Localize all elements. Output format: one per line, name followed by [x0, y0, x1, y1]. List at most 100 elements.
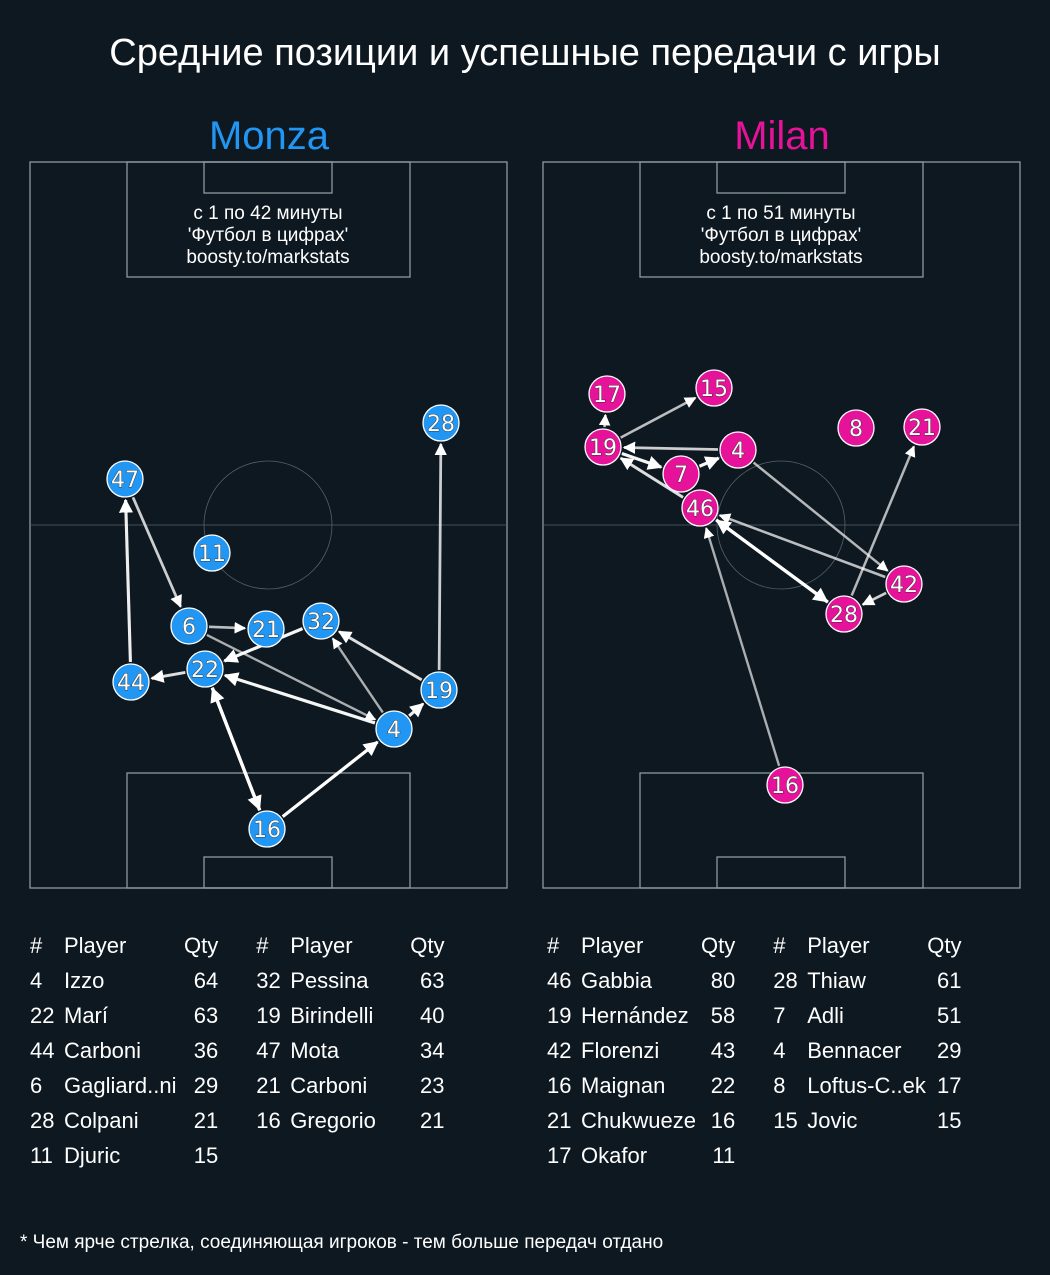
player-circle	[903, 408, 941, 446]
table-row: 6 Gagliard..ni 29 21 Carboni 23	[30, 1068, 444, 1103]
player-circle	[885, 565, 923, 603]
pass-qty: 15	[193, 1142, 219, 1168]
pass-arrow-milan-19-to-7	[621, 452, 663, 470]
player-name: Adli	[807, 1002, 844, 1028]
player-node-milan-21: 21	[903, 408, 941, 446]
pass-arrow-milan-16-to-46	[703, 527, 781, 767]
player-number: 44	[30, 1037, 55, 1063]
player-node-milan-46: 46	[681, 489, 719, 527]
header-player: Player	[290, 932, 353, 958]
player-name: Florenzi	[581, 1037, 660, 1063]
player-circle	[375, 710, 413, 748]
player-number: 22	[30, 1002, 55, 1028]
pass-arrow-milan-42-to-46	[718, 513, 886, 579]
player-circle	[695, 369, 733, 407]
header-num: #	[547, 932, 560, 958]
player-number: 19	[547, 1002, 572, 1028]
table-row: 21 Chukwueze 16 15 Jovic 15	[547, 1103, 961, 1138]
table-row: 28 Colpani 21 16 Gregorio 21	[30, 1103, 444, 1138]
pass-arrow-milan-28-to-46	[715, 519, 829, 604]
player-number-label: 15	[700, 377, 728, 402]
pass-qty: 80	[710, 967, 736, 993]
player-circle	[825, 595, 863, 633]
player-node-monza-4: 4	[375, 710, 413, 748]
header-qty: Qty	[701, 932, 736, 958]
player-node-monza-22: 22	[186, 650, 224, 688]
player-number: 8	[773, 1072, 786, 1098]
player-node-monza-11: 11	[193, 534, 231, 572]
player-number: 17	[547, 1142, 572, 1168]
player-number-label: 44	[117, 671, 145, 696]
player-number: 4	[773, 1037, 786, 1063]
info-line-2-milan: 'Футбол в цифрах'	[701, 225, 861, 246]
table-row: 46 Gabbia 80 28 Thiaw 61	[547, 963, 961, 998]
pass-qty: 34	[419, 1037, 445, 1063]
header-num: #	[256, 932, 269, 958]
player-circle	[662, 455, 700, 493]
player-number-label: 7	[674, 463, 688, 488]
info-line-1-milan: с 1 по 51 минуты	[706, 203, 855, 224]
player-number-label: 19	[589, 436, 617, 461]
player-circle	[106, 460, 144, 498]
passes-layer	[118, 396, 916, 818]
table-row: 16 Maignan 22 8 Loftus-C..ek 17	[547, 1068, 961, 1103]
info-line-3-monza: boosty.to/markstats	[186, 247, 349, 268]
pass-arrow-milan-4-to-42	[752, 461, 889, 572]
player-number: 21	[547, 1107, 572, 1133]
info-line-1-monza: с 1 по 42 минуты	[193, 203, 342, 224]
player-number-label: 4	[731, 439, 745, 464]
player-name: Birindelli	[290, 1002, 374, 1028]
header-qty: Qty	[410, 932, 445, 958]
table-row: 44 Carboni 36 47 Mota 34	[30, 1033, 444, 1068]
pass-arrow-milan-4-to-19	[622, 441, 719, 454]
player-circle	[584, 428, 622, 466]
header-player: Player	[581, 932, 644, 958]
pass-qty: 61	[936, 967, 962, 993]
table-row: 17 Okafor 11	[547, 1138, 961, 1173]
empty-cell	[256, 1138, 290, 1173]
player-node-monza-6: 6	[170, 607, 208, 645]
player-circle	[112, 663, 150, 701]
player-node-monza-47: 47	[106, 460, 144, 498]
pass-qty: 21	[193, 1107, 219, 1133]
player-circle	[302, 602, 340, 640]
player-number: 16	[547, 1072, 572, 1098]
player-circle	[193, 534, 231, 572]
player-number-label: 47	[111, 468, 139, 493]
table-row: 42 Florenzi 43 4 Bennacer 29	[547, 1033, 961, 1068]
header-player: Player	[807, 932, 870, 958]
player-number-label: 42	[890, 573, 918, 598]
player-node-milan-8: 8	[837, 409, 875, 447]
player-node-monza-28: 28	[422, 404, 460, 442]
footnote: * Чем ярче стрелка, соединяющая игроков …	[20, 1232, 664, 1253]
player-number-label: 19	[425, 679, 453, 704]
empty-cell	[927, 1138, 961, 1173]
pass-arrow-monza-4-to-22	[223, 672, 376, 725]
player-number-label: 11	[198, 542, 226, 567]
table-row: 11 Djuric 15	[30, 1138, 444, 1173]
pass-arrow-milan-42-to-28	[861, 591, 887, 606]
player-node-milan-28: 28	[825, 595, 863, 633]
table-row: 22 Marí 63 19 Birindelli 40	[30, 998, 444, 1033]
player-name: Gabbia	[581, 967, 652, 993]
player-number: 42	[547, 1037, 572, 1063]
player-number-label: 28	[427, 412, 455, 437]
player-circle	[422, 404, 460, 442]
header-player: Player	[64, 932, 127, 958]
player-name: Thiaw	[807, 967, 866, 993]
player-number: 6	[30, 1072, 43, 1098]
player-number-label: 32	[307, 610, 335, 635]
player-name: Maignan	[581, 1072, 666, 1098]
player-number: 47	[256, 1037, 281, 1063]
pass-arrow-monza-19-to-28	[434, 442, 447, 671]
player-name: Gagliard..ni	[64, 1072, 177, 1098]
pass-arrow-milan-19-to-17	[598, 413, 611, 428]
pass-arrow-monza-19-to-32	[337, 630, 423, 682]
pass-arrow-milan-7-to-4	[698, 456, 720, 470]
player-circle	[248, 810, 286, 848]
pass-arrow-monza-16-to-4	[281, 740, 379, 818]
player-number-label: 16	[253, 818, 281, 843]
player-table-milan: # Player Qty # Player Qty 46 Gabbia 80 28 Thiaw 61 1…	[547, 928, 961, 1173]
player-circle	[247, 610, 285, 648]
info-line-2-monza: 'Футбол в цифрах'	[188, 225, 348, 246]
